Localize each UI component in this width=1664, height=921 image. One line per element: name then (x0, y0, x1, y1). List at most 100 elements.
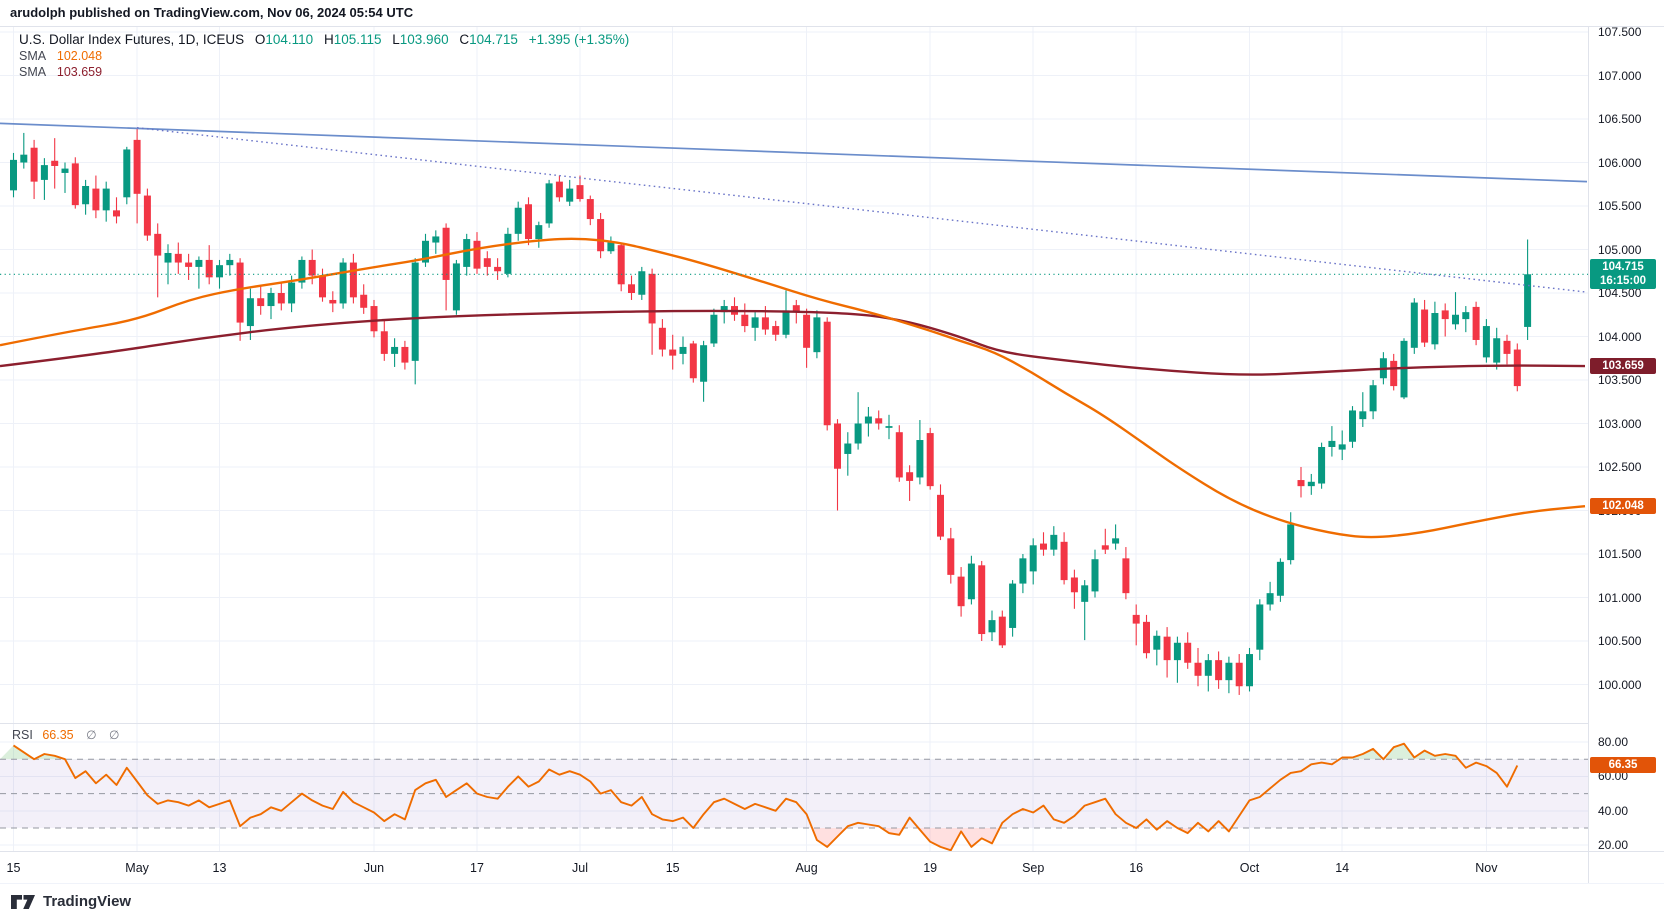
pane-separator[interactable] (0, 723, 1588, 724)
price-axis-label: 102.500 (1598, 460, 1642, 474)
candle-body (628, 284, 635, 293)
time-axis-label-jun: Jun (363, 861, 385, 875)
candle-body (813, 317, 821, 353)
candle-body (1410, 302, 1418, 348)
candle-body (926, 433, 934, 487)
rsi-axis-label: 80.00 (1598, 735, 1629, 749)
rsi-legend-row[interactable]: RSI 66.35 ∅ ∅ (12, 728, 119, 742)
candle-body (772, 326, 780, 335)
sma-slow-legend-row[interactable]: SMA 103.659 (19, 65, 102, 79)
candle-body (174, 253, 182, 263)
footer-border (0, 883, 1664, 884)
price-axis-label: 107.000 (1598, 68, 1642, 83)
time-axis-label-jul: Jul (572, 861, 588, 875)
candle-body (514, 207, 522, 234)
candle-body (1246, 654, 1253, 687)
time-axis-label-15: 15 (6, 861, 21, 875)
axis-badge-sma-slow[interactable]: 103.659 (1590, 357, 1656, 374)
candle-body (1009, 583, 1017, 628)
candle-body (1359, 411, 1367, 420)
axis-badge-rsi-value[interactable]: 66.35 (1590, 756, 1656, 773)
time-axis-label-14: 14 (1335, 861, 1350, 875)
candle-body (617, 245, 625, 285)
low-value: 103.960 (399, 32, 449, 47)
header-separator (0, 26, 1664, 27)
candle-body (483, 258, 491, 267)
rsi-line[interactable] (12, 742, 1519, 851)
candle-body (185, 262, 193, 267)
candle-body (236, 262, 244, 323)
candle-body (102, 188, 110, 211)
candle-body (380, 331, 388, 354)
rsi-hidden-icon-2[interactable]: ∅ (109, 728, 120, 742)
candle-body (679, 346, 687, 354)
candle-body (1256, 604, 1264, 650)
price-axis-label: 104.000 (1598, 329, 1642, 344)
candle-body (205, 259, 213, 278)
open-label: O (254, 32, 266, 47)
candle-body (875, 418, 883, 424)
candle-body (1019, 558, 1027, 584)
candle-body (51, 160, 59, 166)
candle-body (586, 199, 594, 220)
candle-body (1390, 360, 1398, 387)
candlestick-series[interactable] (10, 127, 1532, 695)
candle-body (391, 346, 399, 354)
candle-body (411, 262, 419, 361)
candle-body (452, 263, 460, 311)
candle-body (339, 262, 347, 304)
candle-body (401, 346, 409, 363)
candle-body (133, 139, 141, 194)
candle-body (40, 165, 48, 180)
candle-body (92, 188, 100, 211)
candle-body (360, 294, 368, 308)
trendline-solid[interactable] (0, 122, 1588, 183)
sma-50-line[interactable] (0, 237, 1586, 539)
tradingview-logo-text: TradingView (43, 893, 132, 910)
symbol-title[interactable]: U.S. Dollar Index Futures, 1D, ICEUS (19, 32, 245, 47)
price-pane[interactable] (0, 122, 1588, 695)
candle-body (792, 305, 800, 313)
price-axis-label: 101.000 (1598, 590, 1642, 605)
candle-body (1318, 446, 1326, 484)
candle-body (576, 185, 584, 200)
sma-200-line[interactable] (0, 309, 1586, 376)
candle-body (648, 273, 656, 324)
axis-badge-sma-fast[interactable]: 102.048 (1590, 497, 1656, 514)
rsi-hidden-icon[interactable]: ∅ (86, 728, 97, 742)
candle-body (1050, 534, 1058, 550)
axis-badge-last-price[interactable]: 104.715 16:15:00 (1590, 259, 1656, 290)
candle-body (1091, 559, 1099, 592)
price-axis-label: 104.500 (1598, 286, 1642, 300)
symbol-legend-row[interactable]: U.S. Dollar Index Futures, 1D, ICEUS O 10… (19, 32, 629, 47)
candle-body (607, 242, 615, 252)
sma-fast-legend-row[interactable]: SMA 102.048 (19, 49, 102, 63)
candle-body (1215, 660, 1223, 681)
price-axis-label: 100.000 (1598, 677, 1642, 692)
sma-slow-value: 103.659 (56, 65, 103, 79)
candle-body (1184, 642, 1192, 663)
candle-body (1524, 274, 1532, 327)
time-axis-label-oct: Oct (1239, 861, 1260, 875)
candle-body (1112, 538, 1120, 544)
candle-body (1225, 662, 1233, 681)
candle-body (978, 565, 986, 635)
candle-body (998, 616, 1006, 646)
trendline-dotted[interactable] (136, 127, 1588, 293)
candle-body (1493, 338, 1501, 363)
rsi-value: 66.35 (42, 728, 74, 742)
candle-body (854, 423, 862, 444)
price-axis-border (1588, 26, 1589, 883)
tradingview-logo[interactable]: TradingView (10, 893, 131, 910)
candle-body (761, 317, 769, 330)
low-label: L (392, 32, 400, 47)
time-axis-label-sep: Sep (1022, 861, 1045, 875)
price-axis-label: 105.000 (1598, 242, 1642, 257)
price-axis-label: 103.000 (1598, 416, 1642, 431)
candle-body (1482, 326, 1490, 358)
rsi-pane[interactable] (0, 742, 1588, 851)
time-axis-label-15: 15 (665, 861, 680, 875)
candle-body (1101, 545, 1109, 550)
